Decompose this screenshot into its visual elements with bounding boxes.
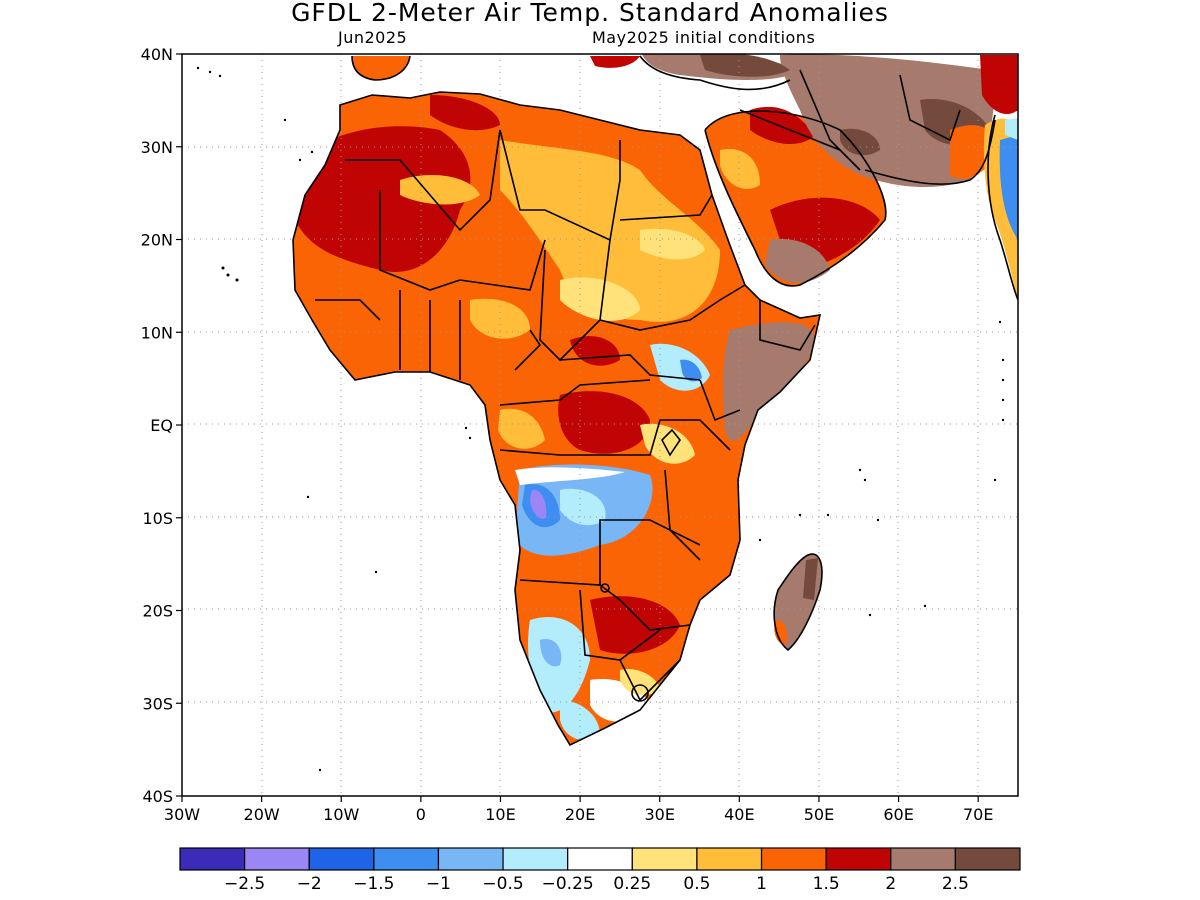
lon-tick-label: 70E <box>963 805 993 824</box>
colorbar-swatch <box>696 847 763 871</box>
lon-tick-label: 20W <box>244 805 280 824</box>
lon-tick-label: 0 <box>416 805 426 824</box>
lon-tick-label: 10W <box>323 805 359 824</box>
lon-tick-label: 60E <box>883 805 913 824</box>
longitude-axis: 30W 20W 10W 0 10E 20E 30E 40E 50E 60E 70E <box>164 796 993 824</box>
forecast-month: Jun2025 <box>338 28 408 47</box>
lat-tick-label: 30N <box>141 138 173 157</box>
colorbar-label: 2.5 <box>942 874 969 894</box>
lat-tick-label: 10N <box>141 323 173 342</box>
lon-tick-label: 40E <box>724 805 754 824</box>
latitude-axis: 40N 30N 20N 10N EQ 10S 20S 30S 40S <box>141 45 182 806</box>
lon-tick-label: 30W <box>164 805 200 824</box>
colorbar-swatch <box>567 847 633 871</box>
colorbar-swatch <box>502 847 569 871</box>
colorbar-swatch <box>308 847 375 871</box>
colorbar-label: −1.5 <box>353 874 394 894</box>
colorbar-label: 0.25 <box>613 874 651 894</box>
colorbar-label: −2.5 <box>224 874 265 894</box>
colorbar-label: −0.25 <box>542 874 594 894</box>
colorbar-swatch <box>179 847 246 871</box>
colorbar-label: 0.5 <box>683 874 710 894</box>
colorbar-label: −1 <box>426 874 451 894</box>
colorbar-swatch <box>373 847 440 871</box>
lon-tick-label: 50E <box>804 805 834 824</box>
lon-tick-label: 20E <box>565 805 595 824</box>
lat-tick-label: 30S <box>142 694 173 713</box>
islands <box>196 66 1005 772</box>
anomaly-field <box>182 54 1018 796</box>
colorbar-label: −2 <box>297 874 322 894</box>
lat-tick-label: 40N <box>141 45 173 64</box>
colorbar-swatch <box>437 847 504 871</box>
colorbar-swatch <box>954 847 1021 871</box>
colorbar-label: −0.5 <box>482 874 523 894</box>
lat-tick-label: 40S <box>142 787 173 806</box>
colorbar-swatch <box>244 847 310 871</box>
lon-tick-label: 10E <box>485 805 515 824</box>
colorbar-label: 1.5 <box>813 874 840 894</box>
lat-tick-label: EQ <box>150 416 173 435</box>
colorbar-swatch <box>890 847 956 871</box>
lat-tick-label: 10S <box>142 509 173 528</box>
lat-tick-label: 20N <box>141 231 173 250</box>
lon-tick-label: 30E <box>644 805 674 824</box>
colorbar-swatch <box>631 847 698 871</box>
lat-tick-label: 20S <box>142 602 173 621</box>
colorbar-label: 2 <box>885 874 896 894</box>
coastlines-borders <box>292 55 1018 747</box>
colorbar-swatch <box>760 847 827 871</box>
initial-conditions: May2025 initial conditions <box>592 28 816 47</box>
colorbar: −2.5 −2 −1.5 −1 −0.5 −0.25 0.25 0.5 1 1.5 2 2.5 <box>179 847 1021 894</box>
colorbar-swatch <box>825 847 892 871</box>
map-gridlines <box>182 54 1018 796</box>
colorbar-label: 1 <box>756 874 767 894</box>
map-title: GFDL 2-Meter Air Temp. Standard Anomalie… <box>291 0 889 27</box>
